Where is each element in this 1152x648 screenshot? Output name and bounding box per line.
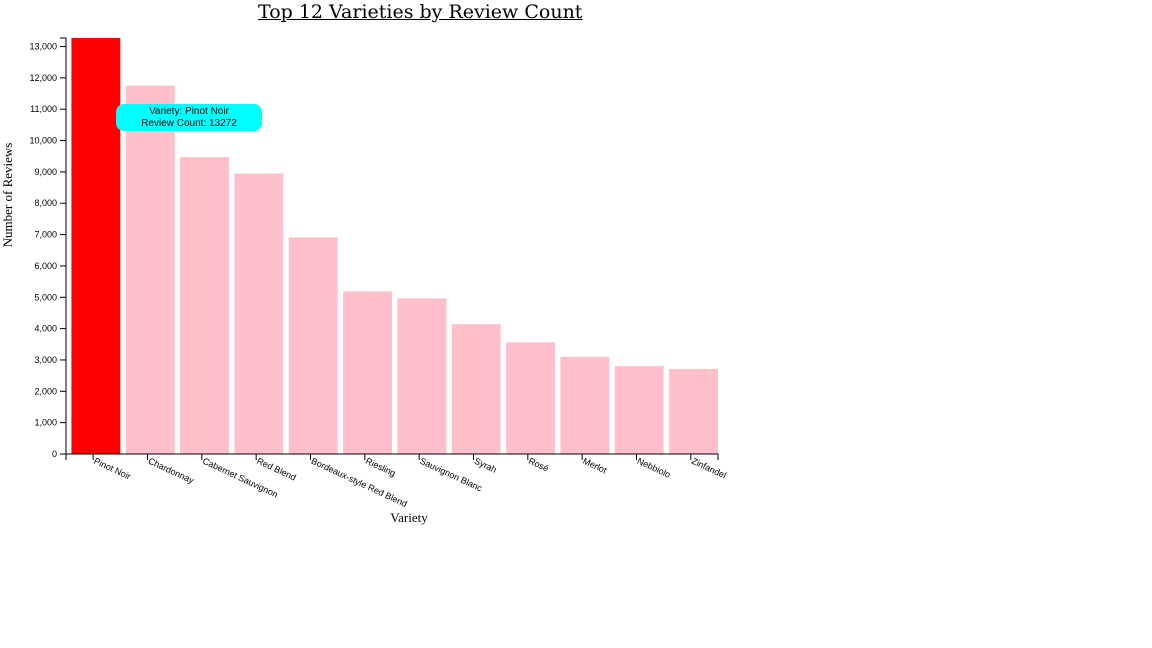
y-tick-label: 4,000 <box>34 324 57 334</box>
bar-sauvignon-blanc[interactable] <box>397 298 447 454</box>
x-tick-label: Nebbiolo <box>636 456 672 480</box>
y-tick-label: 13,000 <box>29 42 57 52</box>
bars-group <box>71 38 718 454</box>
x-tick-label: Pinot Noir <box>92 456 132 482</box>
x-tick-label: Syrah <box>473 456 499 475</box>
y-tick-label: 9,000 <box>34 167 57 177</box>
y-tick-label: 10,000 <box>29 136 57 146</box>
tooltip-variety: Variety: Pinot Noir <box>149 106 229 117</box>
x-tick-label: Chardonnay <box>147 456 196 486</box>
bar-zinfandel[interactable] <box>669 368 718 454</box>
bar-pinot-noir[interactable] <box>71 38 121 454</box>
x-tick-label: Rosé <box>527 456 550 474</box>
y-tick-label: 0 <box>52 449 57 459</box>
x-tick-label: Zinfandel <box>690 456 728 481</box>
bar-chardonnay[interactable] <box>125 85 175 454</box>
bar-cabernet-sauvignon[interactable] <box>180 157 229 454</box>
y-tick-label: 11,000 <box>30 104 57 114</box>
tooltip-count: Review Count: 13272 <box>141 118 237 129</box>
y-axis-label: Number of Reviews <box>0 143 15 248</box>
y-tick-label: 2,000 <box>34 386 57 396</box>
x-tick-label: Riesling <box>364 456 397 479</box>
bar-red-blend[interactable] <box>234 173 284 454</box>
y-tick-label: 12,000 <box>29 73 57 83</box>
bar-syrah[interactable] <box>451 324 501 454</box>
y-tick-label: 5,000 <box>34 292 57 302</box>
y-tick-label: 7,000 <box>34 230 57 240</box>
bar-riesling[interactable] <box>343 291 392 454</box>
x-tick-label: Merlot <box>581 456 608 476</box>
bar-merlot[interactable] <box>560 356 610 454</box>
bar-bordeaux-style-red-blend[interactable] <box>288 237 338 454</box>
bar-ros-[interactable] <box>506 342 555 454</box>
x-axis-label: Variety <box>390 510 428 525</box>
chart-title: Top 12 Varieties by Review Count <box>258 1 583 23</box>
y-tick-label: 6,000 <box>34 261 57 271</box>
x-tick-label: Red Blend <box>255 456 297 483</box>
y-axis: 0 1,000 2,000 3,000 4,000 5,000 6,000 7,000 8,00… <box>29 37 67 459</box>
y-tick-label: 8,000 <box>34 198 57 208</box>
bar-nebbiolo[interactable] <box>614 366 664 454</box>
bar-tooltip: Variety: Pinot Noir Review Count: 13272 <box>116 104 262 131</box>
x-tick-label: Bordeaux-style Red Blend <box>310 456 409 509</box>
y-tick-label: 3,000 <box>34 355 57 365</box>
x-axis: Pinot Noir Chardonnay Cabernet SauvignonRe… <box>65 453 728 509</box>
x-axis-line <box>65 453 719 460</box>
y-tick-label: 1,000 <box>34 418 57 428</box>
